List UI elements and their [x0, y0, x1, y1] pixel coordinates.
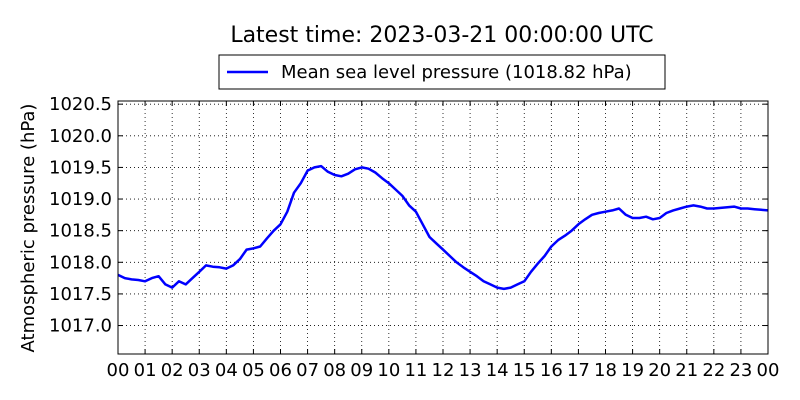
y-tick-label: 1019.0 [49, 189, 112, 210]
x-tick-label: 10 [377, 360, 400, 381]
x-tick-label: 19 [621, 360, 644, 381]
y-axis-label: Atmospheric pressure (hPa) [18, 104, 39, 353]
x-tick-label: 11 [404, 360, 427, 381]
grid [118, 101, 768, 354]
plot-frame [117, 100, 769, 355]
legend-box [218, 54, 666, 90]
x-tick-label: 03 [188, 360, 211, 381]
x-tick-label: 16 [540, 360, 563, 381]
y-tick-label: 1017.5 [49, 284, 112, 305]
y-tick-label: 1018.0 [49, 252, 112, 273]
axis-ticks [117, 101, 769, 354]
legend-label: Mean sea level pressure (1018.82 hPa) [281, 62, 632, 83]
y-tick-label: 1017.0 [49, 316, 112, 337]
x-tick-label: 15 [513, 360, 536, 381]
x-tick-label: 07 [296, 360, 319, 381]
x-tick-label: 22 [702, 360, 725, 381]
x-tick-label: 23 [729, 360, 752, 381]
y-tick-label: 1020.0 [49, 126, 112, 147]
x-tick-label: 20 [648, 360, 671, 381]
chart-title: Latest time: 2023-03-21 00:00:00 UTC [230, 23, 653, 48]
x-tick-label: 04 [215, 360, 238, 381]
y-tick-label: 1020.5 [49, 94, 112, 115]
x-tick-label: 13 [459, 360, 482, 381]
x-tick-label: 18 [594, 360, 617, 381]
x-tick-label: 00 [107, 360, 130, 381]
x-tick-label: 21 [675, 360, 698, 381]
x-tick-label: 01 [134, 360, 157, 381]
y-tick-label: 1019.5 [49, 157, 112, 178]
x-tick-label: 08 [323, 360, 346, 381]
x-tick-label: 00 [757, 360, 780, 381]
x-tick-label: 12 [432, 360, 455, 381]
series-group [117, 164, 769, 291]
legend: Mean sea level pressure (1018.82 hPa) [218, 54, 666, 90]
x-tick-label: 09 [350, 360, 373, 381]
series-line-0 [117, 164, 769, 291]
x-tick-label: 17 [567, 360, 590, 381]
tick-labels: 00 01 02 03 04 05 06 07 08 09 10 11 12 13 14 15 16 17 18 19… [49, 94, 779, 381]
y-tick-label: 1018.5 [49, 221, 112, 242]
x-tick-label: 14 [486, 360, 509, 381]
x-tick-label: 02 [161, 360, 184, 381]
x-tick-label: 05 [242, 360, 265, 381]
x-tick-label: 06 [269, 360, 292, 381]
